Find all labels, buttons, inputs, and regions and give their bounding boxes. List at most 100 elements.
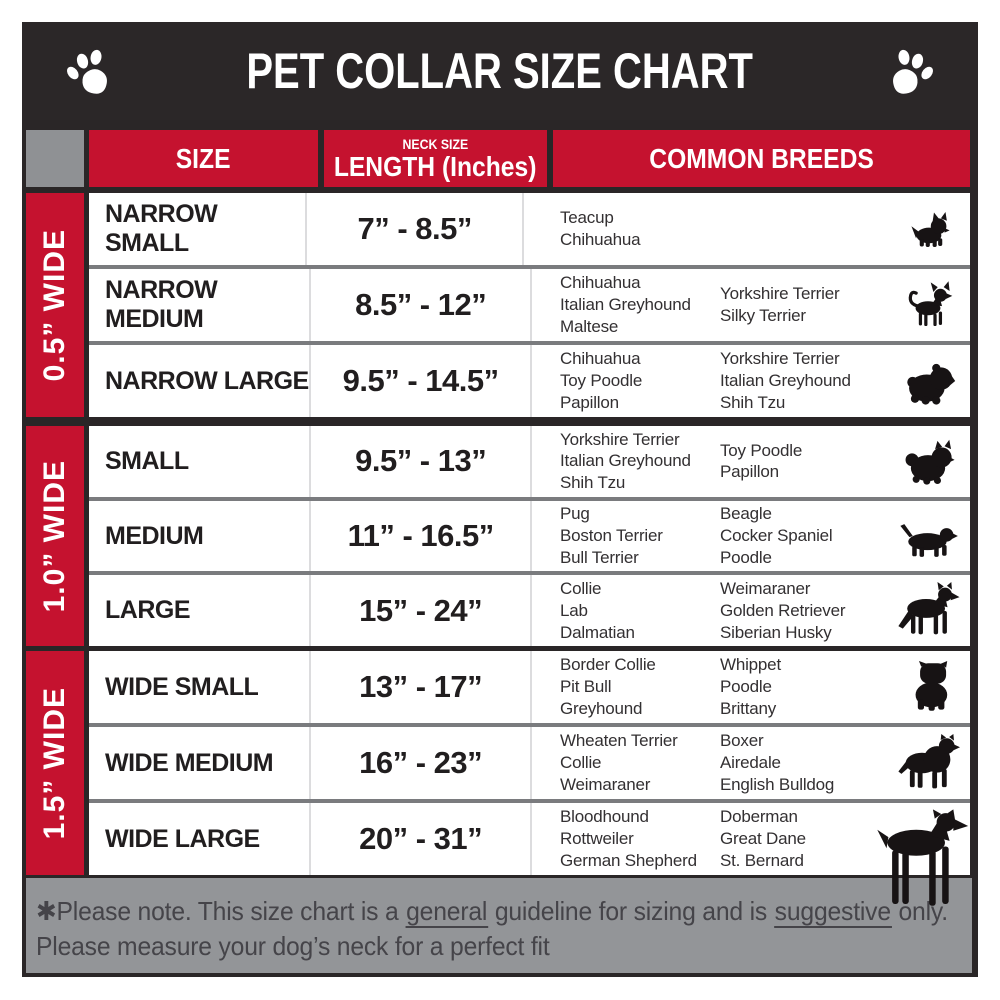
dachshund-icon [897,510,959,562]
neck-length-value: 9.5” - 13” [309,426,530,497]
breed-icon-box [886,345,970,417]
chihuahua-icon [901,281,955,329]
footer-note-line-1: ✱Please note. This size chart is a gener… [36,894,948,929]
breed-icon-box [886,501,970,572]
neck-length-value: 9.5” - 14.5” [309,345,530,417]
pitbull-icon [893,734,963,792]
breeds-list-secondary: Toy Poodle Papillon [720,440,803,482]
neck-length-value: 8.5” - 12” [309,269,530,341]
breeds-list-secondary: Beagle Cocker Spaniel Poodle [720,504,833,567]
width-band-label: 1.0” WIDE [38,459,71,613]
breeds-list-primary: Chihuahua Toy Poodle Papillon [560,349,643,412]
size-label: NARROW SMALL [105,200,218,257]
width-band-1-5: 1.5” WIDE [26,651,84,875]
column-header-length: NECK SIZE LENGTH (Inches) [324,130,547,187]
breed-icon-box [886,269,970,341]
table-row: WIDE SMALL 13” - 17” Border Collie Pit B… [89,651,970,723]
breeds-list-primary: Teacup Chihuahua [560,208,641,249]
size-label: WIDE MEDIUM [105,748,274,777]
breed-icon-box [886,193,970,265]
corner-spacer-cell [26,130,84,187]
size-label: SMALL [105,446,189,475]
breeds-list-primary: Bloodhound Rottweiler German Shepherd [560,807,697,870]
bulldog-icon [897,661,959,713]
breeds-list-primary: Collie Lab Dalmatian [560,579,635,642]
table-row: MEDIUM 11” - 16.5” Pug Boston Terrier Bu… [89,496,970,572]
breed-icon-box [886,575,970,646]
column-header-breeds: COMMON BREEDS [553,130,970,187]
neck-length-value: 15” - 24” [309,575,530,647]
breeds-cell: Pug Boston Terrier Bull Terrier Beagle C… [530,500,970,572]
neck-length-value: 16” - 23” [309,727,530,799]
band-standard: SMALL 9.5” - 13” Yorkshire Terrier Itali… [89,426,970,647]
table-row: WIDE MEDIUM 16” - 23” Wheaten Terrier Co… [89,723,970,799]
column-header-breeds-label: COMMON BREEDS [649,142,874,174]
table-row: SMALL 9.5” - 13” Yorkshire Terrier Itali… [89,426,970,497]
table-row: NARROW LARGE 9.5” - 14.5” Chihuahua Toy … [89,341,970,417]
footer-note: ✱Please note. This size chart is a gener… [26,878,972,973]
width-band-1-0: 1.0” WIDE [26,426,84,646]
neck-length-value: 11” - 16.5” [309,500,530,572]
neck-length-value: 7” - 8.5” [305,193,522,265]
breeds-cell: Chihuahua Italian Greyhound Maltese York… [530,269,970,341]
breed-icon-box [886,727,970,799]
breeds-cell: Chihuahua Toy Poodle Papillon Yorkshire … [530,345,970,417]
breeds-list-secondary: Yorkshire Terrier Silky Terrier [720,284,840,325]
width-band-0-5: 0.5” WIDE [26,193,84,417]
width-band-label: 0.5” WIDE [38,228,71,382]
breeds-list-secondary: Whippet Poodle Brittany [720,655,781,718]
breeds-list-secondary: Boxer Airedale English Bulldog [720,731,835,794]
breeds-cell: Wheaten Terrier Collie Weimaraner Boxer … [530,727,970,799]
note-text: ✱Please note. This size chart is a [36,896,406,926]
breeds-cell: Collie Lab Dalmatian Weimaraner Golden R… [530,575,970,647]
table-row: WIDE LARGE 20” - 31” Bloodhound Rottweil… [89,799,970,875]
page-title: PET COLLAR SIZE CHART [246,43,754,99]
size-label: WIDE SMALL [105,672,259,701]
size-label: WIDE LARGE [105,824,260,853]
shepherd-icon [893,582,963,640]
breeds-list-primary: Wheaten Terrier Collie Weimaraner [560,731,678,794]
breeds-cell: Yorkshire Terrier Italian Greyhound Shih… [530,426,970,497]
breeds-cell: Teacup Chihuahua [522,193,970,265]
breeds-list-secondary: Weimaraner Golden Retriever Siberian Hus… [720,579,846,642]
breeds-list-primary: Border Collie Pit Bull Greyhound [560,655,656,718]
title-bar: PET COLLAR SIZE CHART [22,22,978,120]
breed-icon-box [886,651,970,723]
breed-icon-box [886,426,970,497]
size-label: NARROW LARGE [105,366,309,395]
paw-icon [884,44,938,102]
breeds-list-secondary: Yorkshire Terrier Italian Greyhound Shih… [720,349,851,412]
paw-icon [62,44,116,102]
neck-length-value: 20” - 31” [309,803,530,875]
breed-icon-box [886,803,970,875]
table-row: NARROW MEDIUM 8.5” - 12” Chihuahua Itali… [89,265,970,341]
table-row: NARROW SMALL 7” - 8.5” Teacup Chihuahua [89,193,970,265]
size-label: LARGE [105,596,191,625]
breeds-list-primary: Chihuahua Italian Greyhound Maltese [560,273,691,336]
band-narrow: NARROW SMALL 7” - 8.5” Teacup Chihuahua … [89,193,970,417]
breeds-list-primary: Pug Boston Terrier Bull Terrier [560,504,663,567]
shih-tzu-icon [897,355,959,407]
breeds-list-secondary: Doberman Great Dane St. Bernard [720,807,806,870]
table-row: LARGE 15” - 24” Collie Lab Dalmatian Wei… [89,571,970,647]
neck-length-value: 13” - 17” [309,651,530,723]
column-header-neck-label: NECK SIZE [402,136,469,153]
column-header-size: SIZE [89,130,318,187]
column-header-length-label: LENGTH (Inches) [334,150,537,182]
size-chart-sheet: PET COLLAR SIZE CHART SIZE NECK SIZE LEN… [22,22,978,977]
note-underlined-word: general [405,896,489,928]
doberman-icon [868,805,970,925]
breeds-list-primary: Yorkshire Terrier Italian Greyhound Shih… [560,429,691,493]
breeds-cell: Bloodhound Rottweiler German Shepherd Do… [530,803,970,875]
breeds-cell: Border Collie Pit Bull Greyhound Whippet… [530,651,970,723]
pomeranian-icon [897,435,959,487]
footer-note-line-2: Please measure your dog’s neck for a per… [36,930,550,961]
note-text: guideline for sizing and is [488,896,774,926]
column-header-size-label: SIZE [176,142,231,174]
yorkie-icon [905,207,951,251]
band-wide: WIDE SMALL 13” - 17” Border Collie Pit B… [89,651,970,875]
size-label: MEDIUM [105,521,204,550]
size-label: NARROW MEDIUM [105,276,218,333]
note-underlined-word: suggestive [773,896,892,928]
width-band-label: 1.5” WIDE [38,686,71,840]
